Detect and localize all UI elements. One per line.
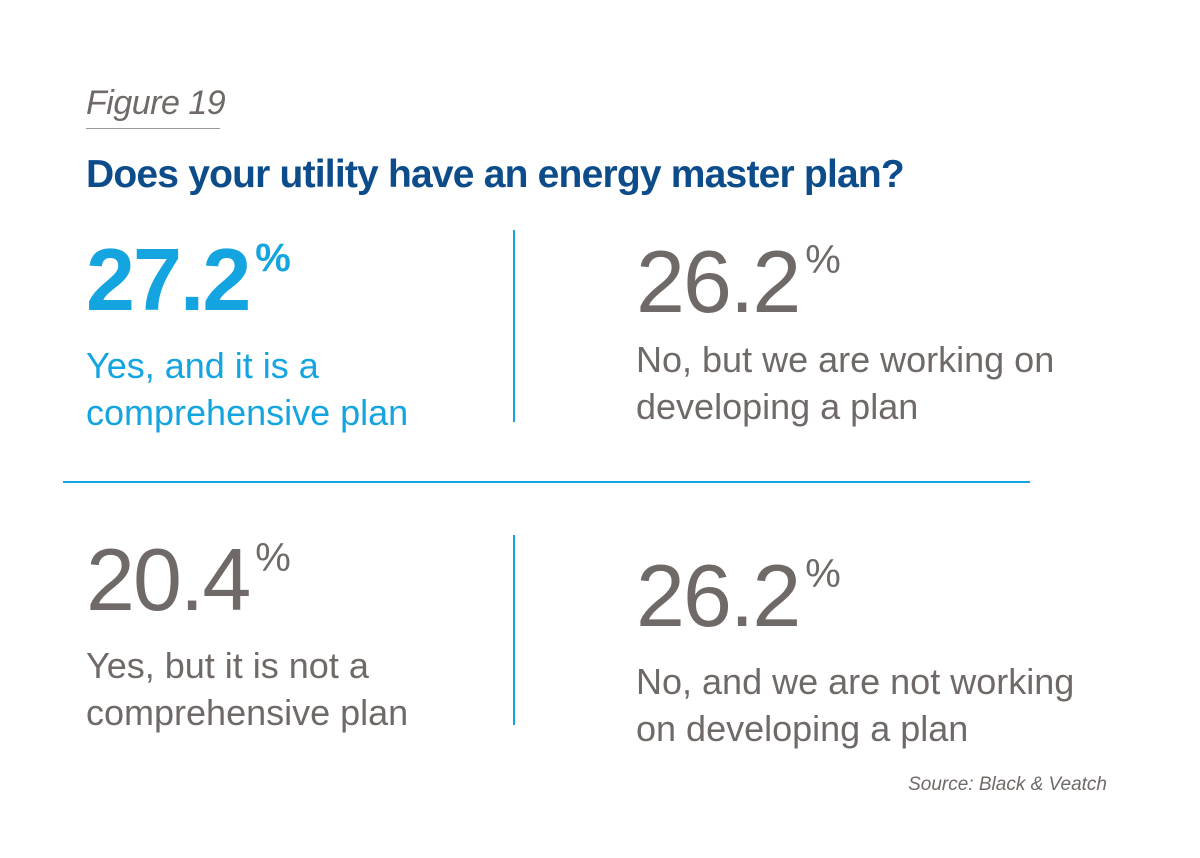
- stat-label: No, but we are working on developing a p…: [636, 336, 1054, 430]
- stat-value-row: 27.2 %: [86, 230, 408, 330]
- stat-value-row: 20.4 %: [86, 530, 408, 630]
- percent-sign: %: [805, 238, 841, 282]
- stat-label: No, and we are not working on developing…: [636, 658, 1074, 752]
- stat-cell-yes-comprehensive: 27.2 % Yes, and it is a comprehensive pl…: [86, 230, 408, 436]
- stat-value: 26.2: [636, 232, 801, 331]
- stat-label-line: on developing a plan: [636, 708, 969, 749]
- stat-label-line: comprehensive plan: [86, 392, 409, 433]
- stat-cell-no-working-on: 26.2 % No, but we are working on develop…: [636, 232, 1054, 430]
- vertical-divider-top: [513, 230, 515, 422]
- stat-cell-no-not-working: 26.2 % No, and we are not working on dev…: [636, 546, 1074, 752]
- stat-label: Yes, but it is not a comprehensive plan: [86, 642, 408, 736]
- stat-label: Yes, and it is a comprehensive plan: [86, 342, 408, 436]
- stat-label-line: No, and we are not working: [636, 661, 1075, 702]
- percent-sign: %: [805, 552, 841, 596]
- stat-label-line: developing a plan: [636, 386, 919, 427]
- stat-label-line: comprehensive plan: [86, 692, 409, 733]
- figure-label-underline: [86, 128, 220, 129]
- percent-sign: %: [255, 536, 291, 580]
- figure-label: Figure 19: [86, 84, 226, 122]
- chart-title: Does your utility have an energy master …: [86, 153, 905, 196]
- percent-sign: %: [255, 236, 291, 280]
- stat-value-row: 26.2 %: [636, 232, 1054, 332]
- stat-label-line: Yes, but it is not a: [86, 645, 369, 686]
- horizontal-divider: [63, 481, 1030, 483]
- stat-value: 26.2: [636, 546, 801, 645]
- stat-value: 27.2: [86, 230, 251, 329]
- stat-label-line: No, but we are working on: [636, 339, 1055, 380]
- stat-cell-yes-not-comprehensive: 20.4 % Yes, but it is not a comprehensiv…: [86, 530, 408, 736]
- source-note: Source: Black & Veatch: [908, 774, 1107, 795]
- stat-label-line: Yes, and it is a: [86, 345, 319, 386]
- vertical-divider-bottom: [513, 535, 515, 725]
- stat-value: 20.4: [86, 530, 251, 629]
- stat-value-row: 26.2 %: [636, 546, 1074, 646]
